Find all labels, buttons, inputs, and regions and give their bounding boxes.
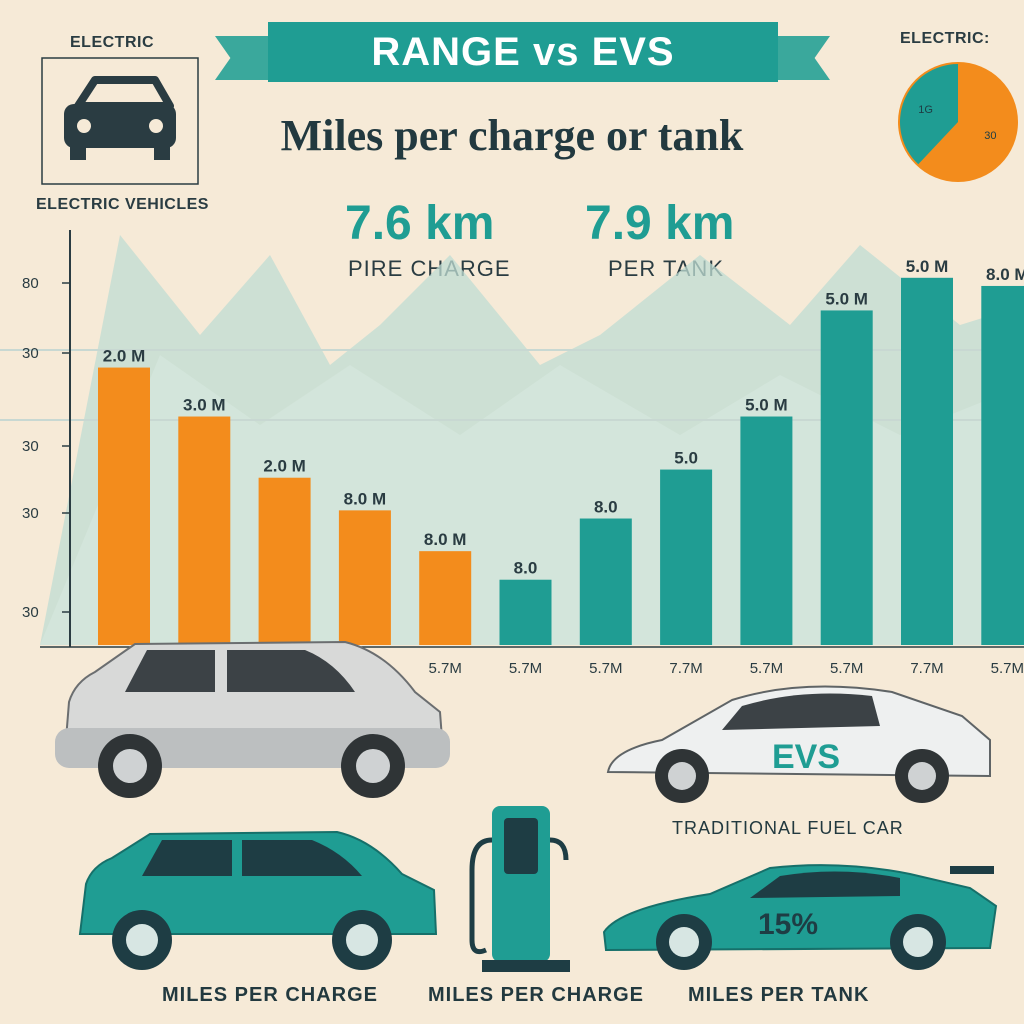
x-tick-label: 7.7M	[669, 660, 702, 677]
bar	[419, 551, 472, 645]
bar-top-label: 8.0 M	[424, 530, 467, 549]
bar	[178, 416, 231, 645]
stat-value-charge: 7.6 km	[345, 197, 495, 250]
y-tick-label: 80	[22, 275, 39, 292]
car-icon	[41, 57, 199, 185]
bar	[258, 477, 311, 645]
bar-top-label: 8.0	[514, 559, 538, 578]
bar	[499, 579, 552, 645]
bar	[981, 285, 1024, 645]
x-tick-label: 5.7M	[589, 660, 622, 677]
pie-slice-label: 1G	[918, 104, 933, 116]
grey-suv-image	[55, 640, 450, 798]
charging-station-icon	[469, 806, 570, 972]
pie-slice	[918, 64, 1016, 180]
bar-top-label: 5.0 M	[825, 289, 868, 308]
electric-label-left: ELECTRIC	[70, 34, 154, 51]
bar	[338, 510, 391, 645]
evs-door-label: EVS	[772, 738, 840, 776]
electric-vehicles-caption: ELECTRIC VEHICLES	[36, 196, 209, 213]
x-tick-label: 5.7M	[509, 660, 542, 677]
bar-top-label: 8.0 M	[344, 489, 387, 508]
traditional-fuel-car-caption: TRADITIONAL FUEL CAR	[672, 818, 904, 838]
bottom-caption-1: MILES PER CHARGE	[162, 984, 379, 1006]
bar-chart: 80 30 30 30 30 2.0 M 3.0 M 2.0 M 8.0 M 5.7M 8.0 M…	[0, 230, 1024, 677]
white-sedan-image: EVS	[606, 685, 991, 803]
stat-value-tank: 7.9 km	[585, 197, 735, 250]
bar-top-label: 5.0 M	[745, 396, 788, 415]
x-tick-label: 5.7M	[991, 660, 1024, 677]
bottom-caption-3: MILES PER TANK	[688, 984, 870, 1006]
y-tick-label: 30	[22, 604, 39, 621]
x-tick-label: 5.7M	[429, 660, 462, 677]
chart-title: RANGE vs EVS	[268, 22, 778, 82]
electric-label-right: ELECTRIC:	[900, 30, 990, 47]
y-tick-label: 30	[22, 345, 39, 362]
bar	[740, 416, 793, 645]
bar	[901, 277, 953, 645]
bar-top-label: 3.0 M	[183, 396, 226, 415]
bar-top-label: 5.0	[674, 449, 698, 468]
chart-subtitle: Miles per charge or tank	[280, 111, 744, 160]
bar-top-label: 5.0 M	[906, 257, 949, 276]
bar-top-label: 2.0 M	[263, 457, 306, 476]
x-tick-label: 5.7M	[830, 660, 863, 677]
bar-top-label: 2.0 M	[103, 347, 146, 366]
y-tick-label: 30	[22, 438, 39, 455]
sports-car-door-label: 15%	[758, 908, 818, 941]
x-tick-label: 5.7M	[750, 660, 783, 677]
pie-slice	[900, 64, 958, 165]
bar-top-label: 8.0 M	[986, 265, 1024, 284]
x-tick-label: 7.7M	[910, 660, 943, 677]
teal-sports-car-image: 15%	[602, 864, 998, 970]
bar	[98, 367, 150, 645]
teal-suv-image	[78, 830, 438, 970]
pie-chart: 30 1G	[898, 62, 1018, 182]
bar	[820, 310, 873, 645]
y-tick-label: 30	[22, 505, 39, 522]
pie-slice-label: 30	[984, 130, 996, 142]
bar-top-label: 8.0	[594, 498, 618, 517]
bar	[579, 518, 632, 645]
bottom-caption-2: MILES PER CHARGE	[428, 984, 645, 1006]
bar	[660, 469, 713, 645]
